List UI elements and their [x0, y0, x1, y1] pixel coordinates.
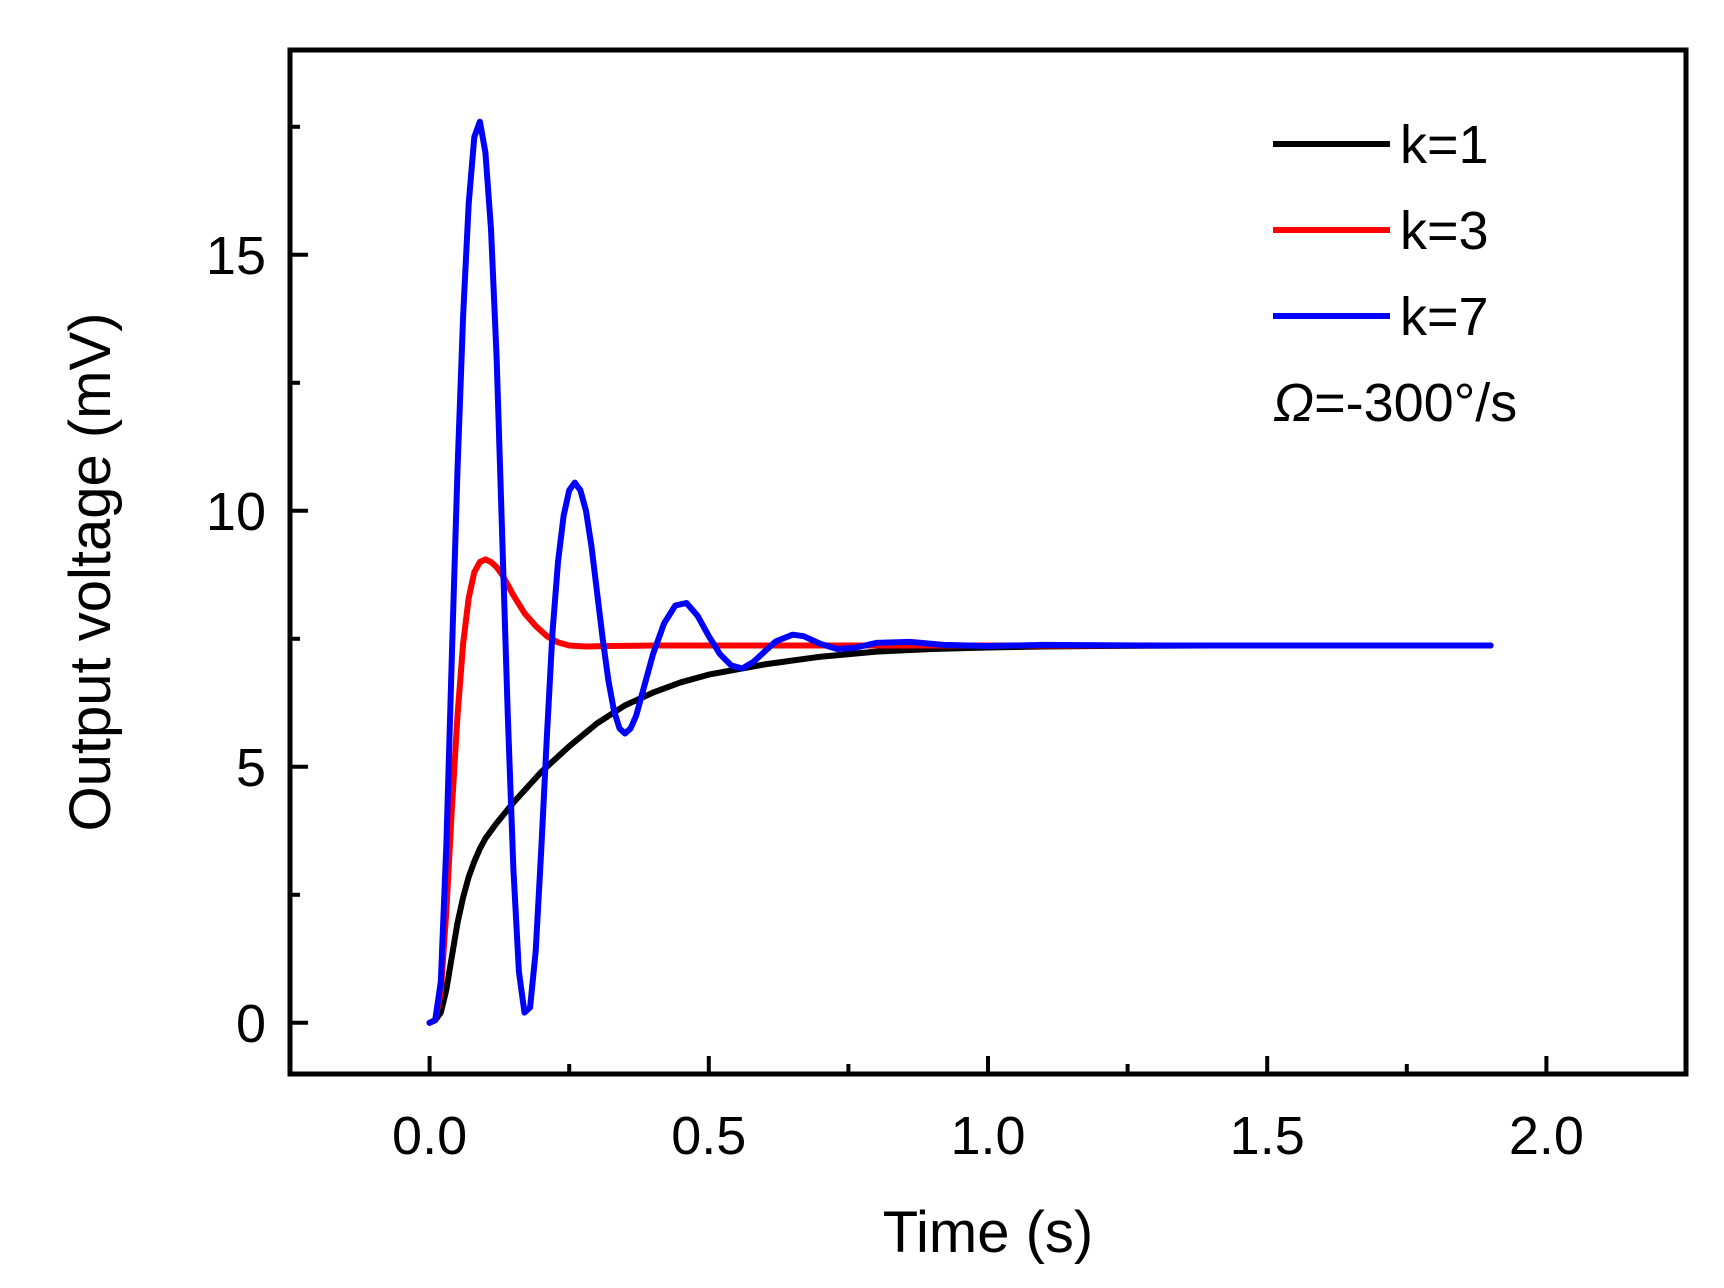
x-tick-label: 0.0 — [392, 1106, 467, 1166]
y-tick-label: 10 — [206, 482, 266, 542]
x-axis-title: Time (s) — [883, 1200, 1093, 1265]
series-line-k7 — [426, 118, 1494, 1026]
x-tick-label: 2.0 — [1509, 1106, 1584, 1166]
legend-label-k3: k=3 — [1400, 201, 1489, 261]
axis-ticks — [290, 124, 1549, 1074]
rotation-rate-annotation: Ω=-300°/s — [1273, 373, 1517, 433]
legend-label-k7: k=7 — [1400, 287, 1489, 347]
x-tick-label: 1.0 — [950, 1106, 1025, 1166]
legend-label-k1: k=1 — [1400, 115, 1489, 175]
x-tick-label: 0.5 — [671, 1106, 746, 1166]
legend: k=1 k=3 k=7 — [1273, 115, 1489, 347]
y-tick-label: 0 — [236, 994, 266, 1054]
y-tick-label: 5 — [236, 738, 266, 798]
y-tick-label: 15 — [206, 226, 266, 286]
x-tick-label: 1.5 — [1230, 1106, 1305, 1166]
plot-lines — [426, 118, 1494, 1026]
axis-tick-labels: 0.0 0.5 1.0 1.5 2.0 0 5 10 15 — [206, 226, 1584, 1166]
y-axis-title: Output voltage (mV) — [58, 313, 123, 832]
